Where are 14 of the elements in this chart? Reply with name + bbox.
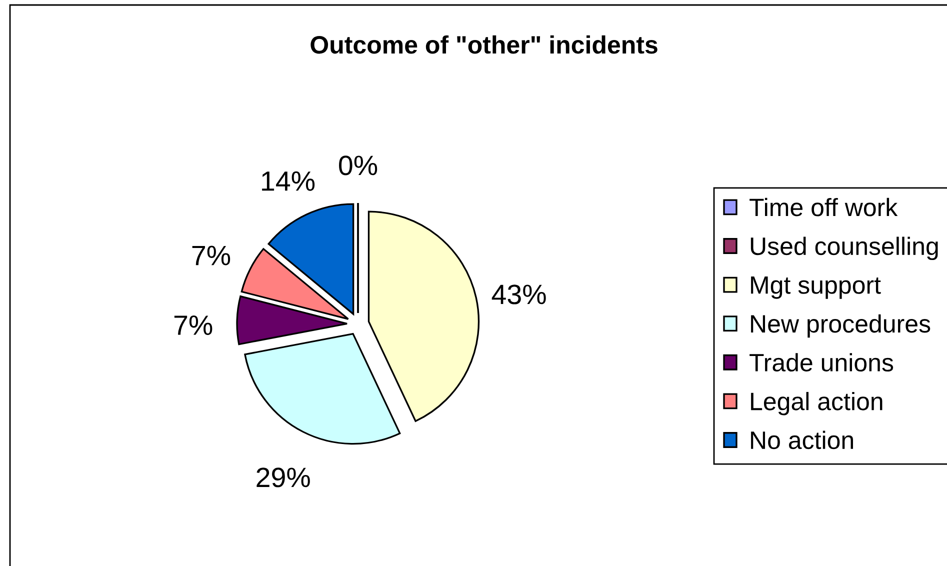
data-label: 29% (256, 468, 310, 488)
text: 0% (339, 156, 378, 176)
data-label: 43% (492, 284, 546, 304)
legend-label: Mgt support (751, 276, 881, 299)
legend-label: Time off work (750, 198, 898, 216)
chart-title: Outcome of "other" incidents (310, 35, 658, 54)
legend-label: New procedures (751, 314, 930, 338)
data-label: 7% (174, 316, 212, 335)
legend-label: Trade unions (750, 353, 894, 372)
data-label: 7% (192, 246, 230, 266)
legend-label: No action (751, 430, 853, 450)
legend-label: Used counselling (750, 236, 938, 260)
data-label: 14% (262, 171, 315, 191)
legend-label: Legal action (751, 392, 882, 416)
